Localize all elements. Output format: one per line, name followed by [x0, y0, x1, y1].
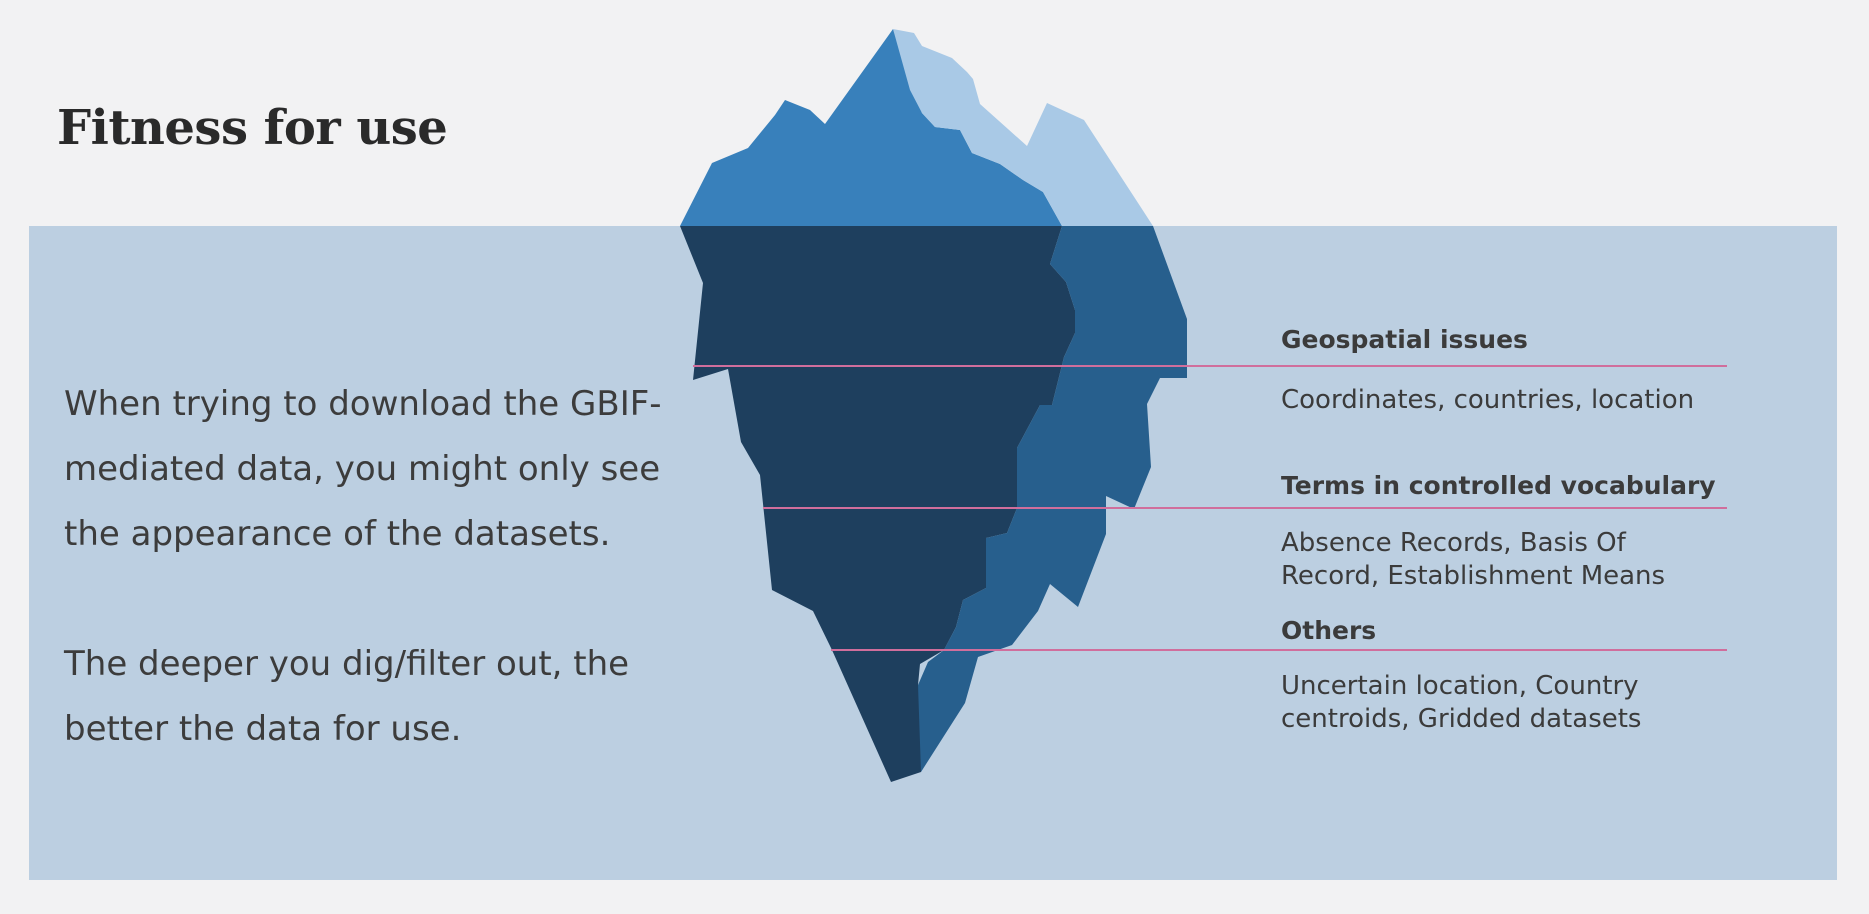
iceberg-tip-light — [893, 29, 1153, 226]
iceberg-body-side — [918, 226, 1187, 772]
intro-text: When trying to download the GBIF-mediate… — [64, 372, 674, 827]
intro-paragraph-deeper: The deeper you dig/filter out, the bette… — [64, 644, 630, 749]
layer-vocabulary-title: Terms in controlled vocabulary — [1281, 471, 1716, 500]
iceberg-body-dark — [680, 226, 1075, 782]
divider-vocabulary — [763, 507, 1727, 509]
layer-others-title: Others — [1281, 616, 1377, 645]
layer-geospatial-description: Coordinates, countries, location — [1281, 385, 1695, 415]
layer-vocabulary-description: Absence Records, Basis Of Record, Establ… — [1281, 528, 1666, 591]
divider-others — [831, 649, 1727, 651]
divider-geospatial — [693, 365, 1727, 367]
layer-geospatial-title: Geospatial issues — [1281, 325, 1528, 354]
intro-paragraph-appearance: When trying to download the GBIF-mediate… — [64, 384, 662, 554]
page-title: Fitness for use — [57, 100, 448, 156]
iceberg-tip-dark — [680, 29, 1062, 226]
layer-others-description: Uncertain location, Country centroids, G… — [1281, 671, 1642, 734]
